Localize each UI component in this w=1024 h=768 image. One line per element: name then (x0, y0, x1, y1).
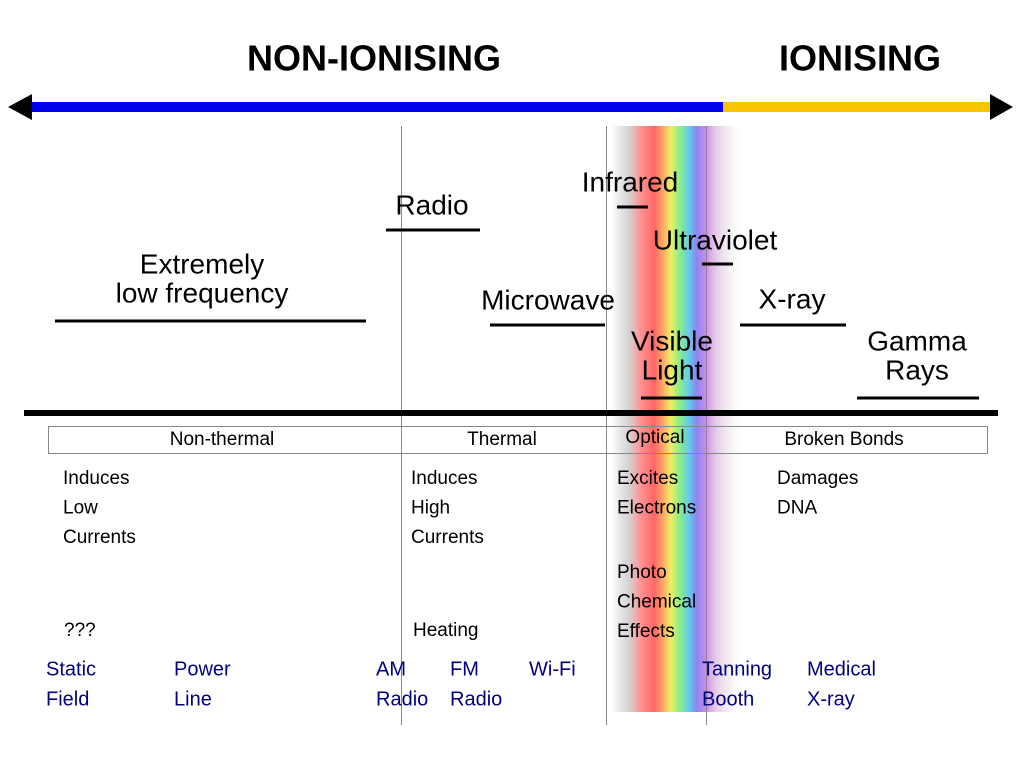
effect-description: Low (63, 498, 98, 519)
dividers (401, 126, 707, 725)
arrow-right (990, 94, 1013, 120)
effect-description: High (411, 498, 450, 519)
non-ionising-title: NON-IONISING (247, 38, 501, 79)
effect-description: Electrons (617, 498, 696, 519)
band-label: Radio (395, 189, 468, 220)
example-source: Static (46, 658, 96, 680)
effect-label: Optical (625, 427, 684, 448)
band-label: Infrared (582, 166, 679, 197)
effect-label: Broken Bonds (784, 429, 903, 450)
arrow-left (8, 94, 32, 120)
effect-description: Excites (617, 468, 678, 489)
effect-description: ??? (64, 620, 96, 641)
effects-box (48, 426, 988, 454)
example-source: Wi-Fi (529, 658, 576, 680)
effect-description: Damages (777, 468, 858, 489)
effect-description: Induces (63, 468, 130, 489)
visible-spectrum (612, 126, 740, 712)
example-source: X-ray (807, 688, 855, 710)
effect-description: Induces (411, 468, 478, 489)
effect-label: Non-thermal (170, 429, 275, 450)
band-label: Gamma (867, 325, 967, 356)
effect-description: Photo (617, 562, 667, 583)
example-source: AM (376, 658, 406, 680)
example-source: FM (450, 658, 479, 680)
example-source: Booth (702, 688, 754, 710)
effect-description: Heating (413, 620, 479, 641)
effect-description: DNA (777, 498, 817, 519)
example-source: Field (46, 688, 89, 710)
example-source: Tanning (702, 658, 772, 680)
example-source: Radio (376, 688, 428, 710)
band-label: Rays (885, 354, 949, 385)
band-label: Microwave (481, 284, 615, 315)
effect-description: Currents (63, 527, 136, 548)
band-label: Light (642, 354, 703, 385)
example-source: Medical (807, 658, 876, 680)
band-label: Ultraviolet (653, 224, 778, 255)
example-source: Power (174, 658, 231, 680)
effect-description: Chemical (617, 592, 696, 613)
effect-label: Thermal (467, 429, 537, 450)
band-label: X-ray (759, 283, 826, 314)
band-label: low frequency (116, 277, 289, 308)
effect-description: Effects (617, 621, 675, 642)
example-source: Radio (450, 688, 502, 710)
effect-description: Currents (411, 527, 484, 548)
ionising-title: IONISING (779, 38, 941, 79)
band-label: Visible (631, 325, 713, 356)
band-label: Extremely (140, 248, 264, 279)
example-source: Line (174, 688, 212, 710)
